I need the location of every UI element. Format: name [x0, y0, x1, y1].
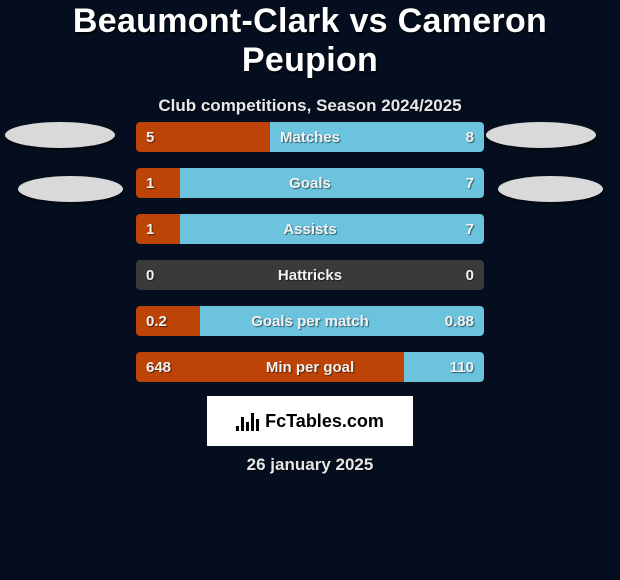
bar-left-value: 1 — [146, 168, 154, 198]
bar-label: Matches — [136, 122, 484, 152]
stat-row-assists: Assists1 7 — [136, 214, 484, 244]
page-subtitle: Club competitions, Season 2024/2025 — [0, 96, 620, 116]
player-left-photo-1 — [5, 122, 115, 148]
bar-right-value: 7 — [466, 168, 474, 198]
bar-left-value: 0 — [146, 260, 154, 290]
comparison-bars: Matches58Goals17Assists17Hattricks00Goal… — [136, 122, 484, 398]
snapshot-date: 26 january 2025 — [0, 455, 620, 475]
stat-row-matches: Matches5 8 — [136, 122, 484, 152]
bar-left-value: 1 — [146, 214, 154, 244]
bar-label: Goals per match — [136, 306, 484, 336]
logo-bars-icon — [236, 411, 259, 431]
player-right-photo-1 — [486, 122, 596, 148]
stat-row-goals-per-match: Goals per match0.2 0.88 — [136, 306, 484, 336]
bar-right-value: 110 — [450, 352, 474, 382]
bar-right-value: 8 — [466, 122, 474, 152]
bar-right-value: 0 — [466, 260, 474, 290]
bar-right-value: 0.88 — [445, 306, 474, 336]
fctables-logo: FcTables.com — [207, 396, 413, 446]
logo-text: FcTables.com — [265, 411, 384, 432]
bar-label: Goals — [136, 168, 484, 198]
player-left-photo-2 — [18, 176, 123, 202]
page-title: Beaumont-Clark vs Cameron Peupion — [0, 2, 620, 80]
stat-row-goals: Goals1 7 — [136, 168, 484, 198]
player-right-photo-2 — [498, 176, 603, 202]
bar-left-value: 648 — [146, 352, 171, 382]
comparison-infographic: Beaumont-Clark vs Cameron Peupion Club c… — [0, 0, 620, 580]
bar-left-value: 0.2 — [146, 306, 167, 336]
bar-label: Assists — [136, 214, 484, 244]
stat-row-min-per-goal: Min per goal648 110 — [136, 352, 484, 382]
bar-label: Min per goal — [136, 352, 484, 382]
bar-right-value: 7 — [466, 214, 474, 244]
bar-label: Hattricks — [136, 260, 484, 290]
bar-left-value: 5 — [146, 122, 154, 152]
stat-row-hattricks: Hattricks0 0 — [136, 260, 484, 290]
